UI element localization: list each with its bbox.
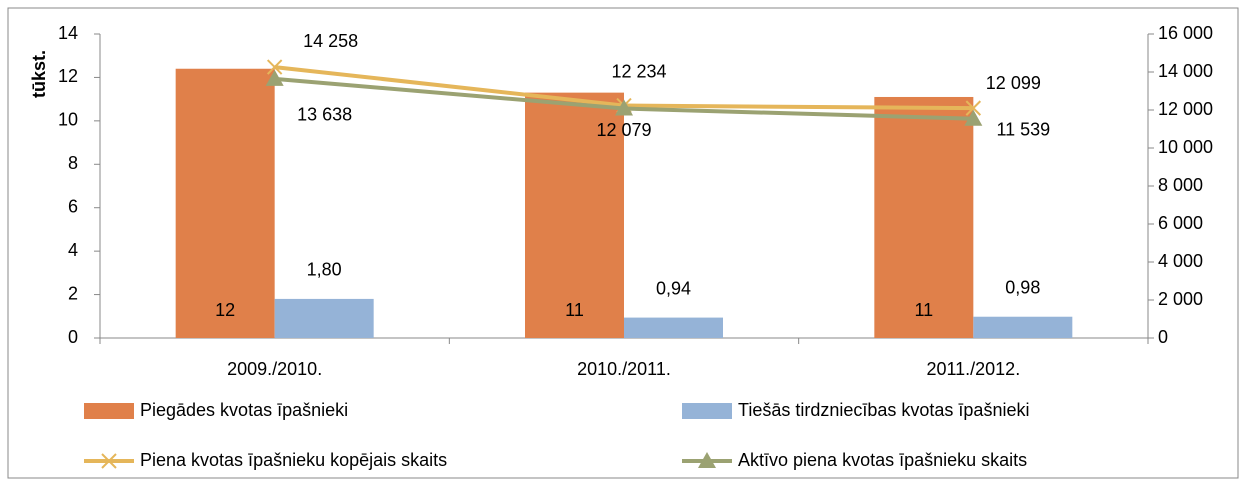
legend-label: Aktīvo piena kvotas īpašnieku skaits (738, 450, 1027, 470)
data-label: 12 (215, 300, 235, 320)
y2-tick-label: 10 000 (1158, 137, 1213, 157)
legend-marker (101, 453, 117, 469)
data-label: 12 099 (986, 73, 1041, 93)
data-label: 11 (565, 300, 584, 320)
data-label: 1,80 (307, 260, 342, 280)
legend-label: Piegādes kvotas īpašnieki (140, 400, 348, 420)
data-label: 12 234 (611, 61, 666, 81)
y-tick-label: 0 (68, 327, 78, 347)
legend-label: Piena kvotas īpašnieku kopējais skaits (140, 450, 447, 470)
y-tick-label: 6 (68, 196, 78, 216)
chart-border (7, 7, 1239, 479)
y2-tick-label: 6 000 (1158, 213, 1203, 233)
x-tick-label: 2011./2012. (926, 359, 1020, 379)
bar (624, 317, 723, 338)
bar (874, 96, 974, 338)
data-label: 11 (914, 300, 933, 320)
y-tick-label: 14 (58, 23, 78, 43)
data-label: 0,94 (656, 278, 691, 298)
data-label: 13 638 (297, 105, 352, 125)
line-marker (964, 109, 983, 126)
bar (525, 92, 624, 338)
legend-marker (698, 452, 716, 468)
legend-swatch (682, 403, 732, 419)
bar (274, 298, 374, 338)
y2-tick-label: 12 000 (1158, 99, 1213, 119)
data-label: 0,98 (1005, 277, 1040, 297)
y-tick-label: 2 (68, 283, 78, 303)
x-tick-label: 2010./2011. (577, 359, 671, 379)
y-axis-label: tūkst. (29, 50, 49, 98)
legend-swatch (84, 403, 134, 419)
y-tick-label: 10 (58, 110, 78, 130)
legend-label: Tiešās tirdzniecības kvotas īpašnieki (738, 400, 1029, 420)
bar (175, 68, 275, 338)
data-label: 12 079 (596, 120, 651, 140)
y2-tick-label: 16 000 (1158, 23, 1213, 43)
y2-tick-label: 4 000 (1158, 251, 1203, 271)
line-marker (615, 99, 633, 116)
y2-tick-label: 14 000 (1158, 61, 1213, 81)
y2-tick-label: 0 (1158, 327, 1168, 347)
data-label: 14 258 (303, 31, 358, 51)
line-marker (266, 59, 283, 75)
line-marker (965, 100, 982, 116)
y-tick-label: 12 (58, 66, 78, 86)
y-tick-label: 4 (68, 240, 78, 260)
y-tick-label: 8 (68, 153, 78, 173)
bar (973, 316, 1073, 338)
data-label: 11 539 (996, 120, 1050, 140)
y2-tick-label: 8 000 (1158, 175, 1203, 195)
x-tick-label: 2009./2010. (227, 359, 322, 379)
line-marker (265, 69, 284, 86)
y2-tick-label: 2 000 (1158, 289, 1203, 309)
